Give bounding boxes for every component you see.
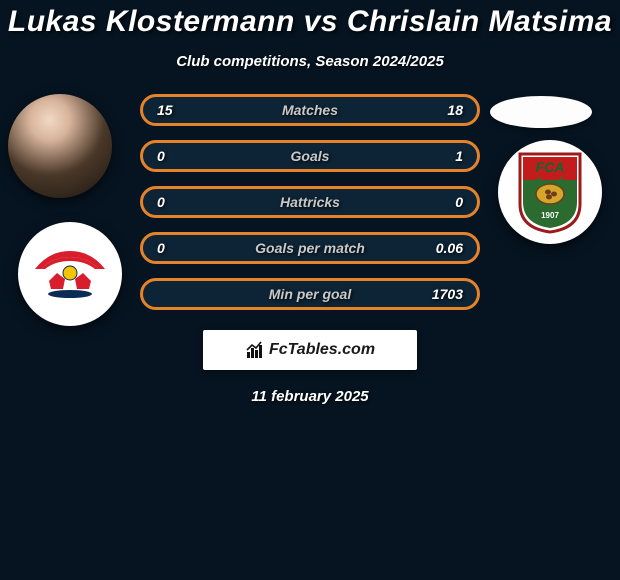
stat-right-value: 18: [427, 102, 463, 118]
stat-row-matches: 15 Matches 18: [140, 94, 480, 126]
stat-left-value: 0: [157, 148, 193, 164]
player-left-avatar: [8, 94, 112, 198]
stat-row-goals-per-match: 0 Goals per match 0.06: [140, 232, 480, 264]
stat-label: Goals: [291, 148, 330, 164]
stat-row-hattricks: 0 Hattricks 0: [140, 186, 480, 218]
stat-right-value: 0: [427, 194, 463, 210]
stat-rows: 15 Matches 18 0 Goals 1 0 Hattricks 0 0 …: [140, 94, 480, 310]
stats-area: FCA 1907 15 Matches 18 0 Goals 1: [0, 94, 620, 310]
rb-leipzig-logo-icon: [29, 249, 111, 299]
stat-row-min-per-goal: Min per goal 1703: [140, 278, 480, 310]
stat-right-value: 0.06: [427, 240, 463, 256]
stat-label: Goals per match: [255, 240, 365, 256]
page-title: Lukas Klostermann vs Chrislain Matsima: [0, 2, 620, 43]
stat-right-value: 1703: [427, 286, 463, 302]
club-left-badge: [18, 222, 122, 326]
fca-logo-icon: FCA 1907: [516, 150, 584, 234]
branding-badge: FcTables.com: [203, 330, 417, 370]
stat-label: Matches: [282, 102, 338, 118]
stat-right-value: 1: [427, 148, 463, 164]
svg-text:1907: 1907: [541, 211, 559, 220]
stat-left-value: 15: [157, 102, 193, 118]
svg-text:FCA: FCA: [536, 159, 565, 175]
stat-left-value: 0: [157, 240, 193, 256]
subtitle: Club competitions, Season 2024/2025: [0, 53, 620, 70]
stat-left-value: 0: [157, 194, 193, 210]
club-right-badge: FCA 1907: [498, 140, 602, 244]
stat-label: Min per goal: [269, 286, 351, 302]
player-right-ellipse: [490, 96, 592, 128]
stat-row-goals: 0 Goals 1: [140, 140, 480, 172]
stat-label: Hattricks: [280, 194, 340, 210]
date-label: 11 february 2025: [0, 388, 620, 405]
bar-chart-icon: [245, 340, 265, 360]
comparison-card: Lukas Klostermann vs Chrislain Matsima C…: [0, 0, 620, 580]
branding-text: FcTables.com: [269, 341, 375, 359]
